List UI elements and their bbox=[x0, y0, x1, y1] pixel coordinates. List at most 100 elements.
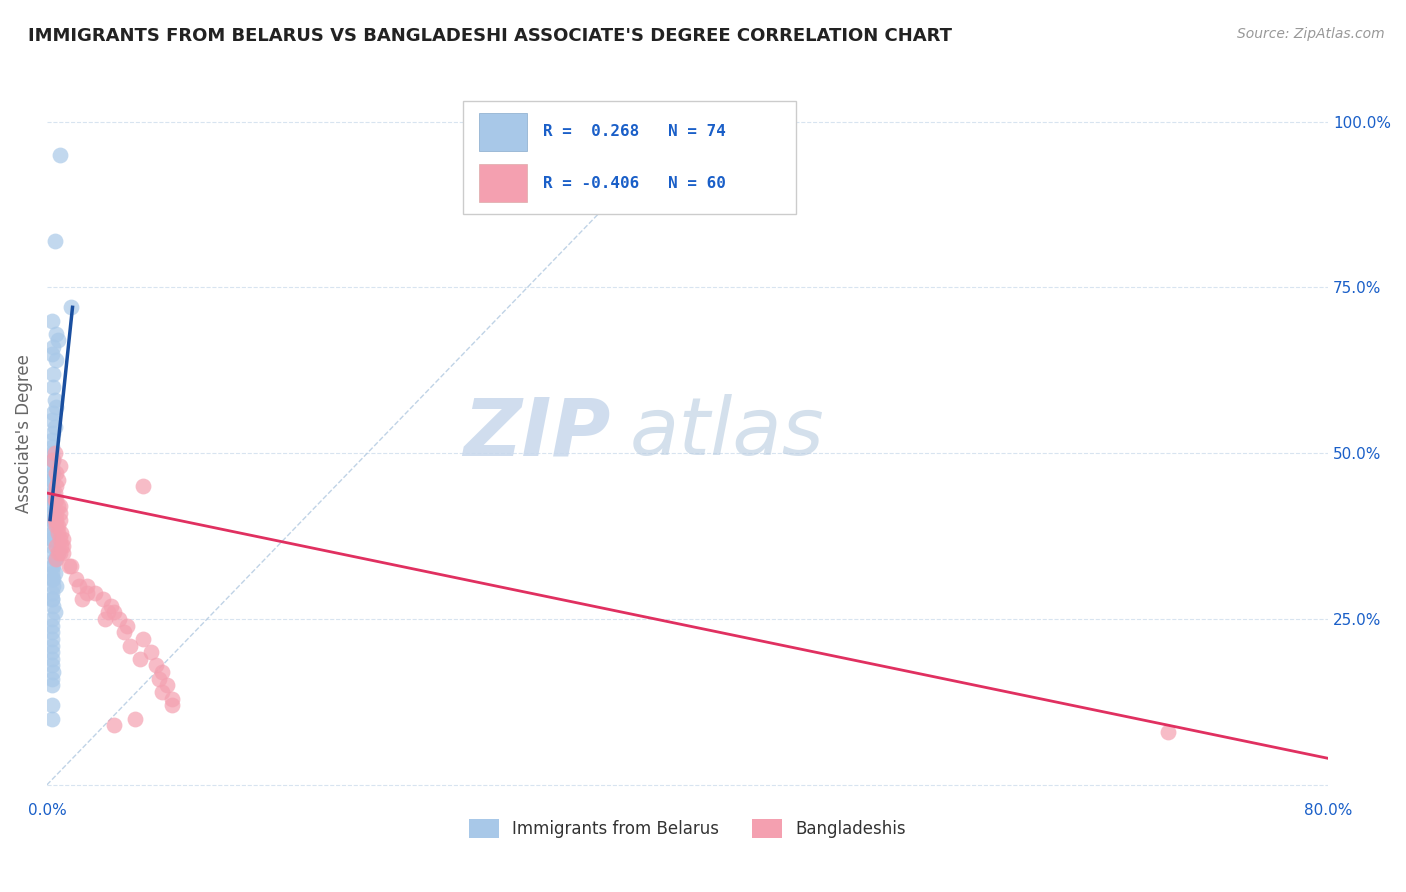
Point bbox=[58, 559, 80, 574]
Point bbox=[42, 380, 65, 394]
Point bbox=[41, 632, 63, 646]
Point bbox=[128, 652, 150, 666]
Point bbox=[51, 539, 73, 553]
Point bbox=[44, 393, 66, 408]
Point bbox=[41, 453, 63, 467]
Text: ZIP: ZIP bbox=[463, 394, 610, 473]
Point bbox=[45, 466, 67, 480]
Point bbox=[45, 326, 67, 341]
Point bbox=[52, 546, 75, 560]
Point bbox=[44, 492, 66, 507]
Point bbox=[42, 492, 65, 507]
Point bbox=[42, 453, 65, 467]
Point bbox=[46, 546, 69, 560]
Point bbox=[44, 552, 66, 566]
Point bbox=[44, 566, 66, 580]
Point bbox=[41, 625, 63, 640]
Point bbox=[48, 147, 70, 161]
Point bbox=[97, 606, 120, 620]
Point bbox=[41, 698, 63, 713]
Point bbox=[148, 672, 170, 686]
Point bbox=[45, 506, 67, 520]
Point bbox=[48, 512, 70, 526]
Point bbox=[44, 446, 66, 460]
Point bbox=[45, 552, 67, 566]
Point bbox=[44, 419, 66, 434]
Point bbox=[46, 519, 69, 533]
Point bbox=[115, 618, 138, 632]
Point bbox=[41, 486, 63, 500]
Point bbox=[48, 546, 70, 560]
Point bbox=[41, 585, 63, 599]
Point bbox=[41, 572, 63, 586]
Point bbox=[46, 525, 69, 540]
Point bbox=[41, 612, 63, 626]
Point bbox=[139, 645, 162, 659]
Y-axis label: Associate's Degree: Associate's Degree bbox=[15, 354, 32, 513]
Point bbox=[41, 678, 63, 692]
Point bbox=[65, 572, 87, 586]
Point bbox=[156, 678, 179, 692]
Point bbox=[41, 506, 63, 520]
Point bbox=[41, 592, 63, 607]
Point bbox=[1157, 724, 1180, 739]
Point bbox=[41, 546, 63, 560]
Text: IMMIGRANTS FROM BELARUS VS BANGLADESHI ASSOCIATE'S DEGREE CORRELATION CHART: IMMIGRANTS FROM BELARUS VS BANGLADESHI A… bbox=[28, 27, 952, 45]
Point bbox=[41, 639, 63, 653]
Point bbox=[41, 559, 63, 574]
Point bbox=[41, 440, 63, 454]
Point bbox=[41, 313, 63, 327]
Point bbox=[42, 525, 65, 540]
Point bbox=[91, 592, 114, 607]
Text: R =  0.268   N = 74: R = 0.268 N = 74 bbox=[543, 125, 725, 139]
Point bbox=[41, 512, 63, 526]
Point bbox=[42, 406, 65, 420]
Point bbox=[41, 512, 63, 526]
Point bbox=[42, 466, 65, 480]
Point bbox=[41, 413, 63, 427]
Point bbox=[103, 606, 125, 620]
Point bbox=[48, 500, 70, 514]
Point bbox=[100, 599, 122, 613]
Point bbox=[45, 579, 67, 593]
Text: Source: ZipAtlas.com: Source: ZipAtlas.com bbox=[1237, 27, 1385, 41]
Point bbox=[45, 353, 67, 368]
Point bbox=[59, 559, 82, 574]
Point bbox=[132, 479, 155, 493]
Point bbox=[45, 512, 67, 526]
Point bbox=[41, 533, 63, 547]
Point bbox=[41, 618, 63, 632]
Point bbox=[42, 572, 65, 586]
Point bbox=[41, 473, 63, 487]
Point bbox=[41, 519, 63, 533]
Point bbox=[46, 473, 69, 487]
Point bbox=[160, 691, 183, 706]
Point bbox=[42, 486, 65, 500]
Point bbox=[70, 592, 93, 607]
Point bbox=[42, 579, 65, 593]
Point bbox=[41, 712, 63, 726]
Text: R = -0.406   N = 60: R = -0.406 N = 60 bbox=[543, 176, 725, 191]
Point bbox=[41, 539, 63, 553]
Point bbox=[45, 400, 67, 414]
Point bbox=[45, 539, 67, 553]
Point bbox=[44, 486, 66, 500]
Point bbox=[132, 632, 155, 646]
Point bbox=[120, 639, 142, 653]
Point bbox=[84, 585, 107, 599]
Point bbox=[76, 579, 98, 593]
Point bbox=[45, 479, 67, 493]
Point bbox=[41, 433, 63, 447]
Point bbox=[48, 459, 70, 474]
Point bbox=[42, 426, 65, 441]
Point bbox=[42, 340, 65, 354]
Point bbox=[45, 519, 67, 533]
Point bbox=[41, 592, 63, 607]
Point bbox=[150, 665, 173, 679]
Point bbox=[41, 479, 63, 493]
Point bbox=[67, 579, 90, 593]
Point bbox=[112, 625, 135, 640]
Point bbox=[42, 599, 65, 613]
Point bbox=[44, 606, 66, 620]
FancyBboxPatch shape bbox=[464, 102, 796, 214]
